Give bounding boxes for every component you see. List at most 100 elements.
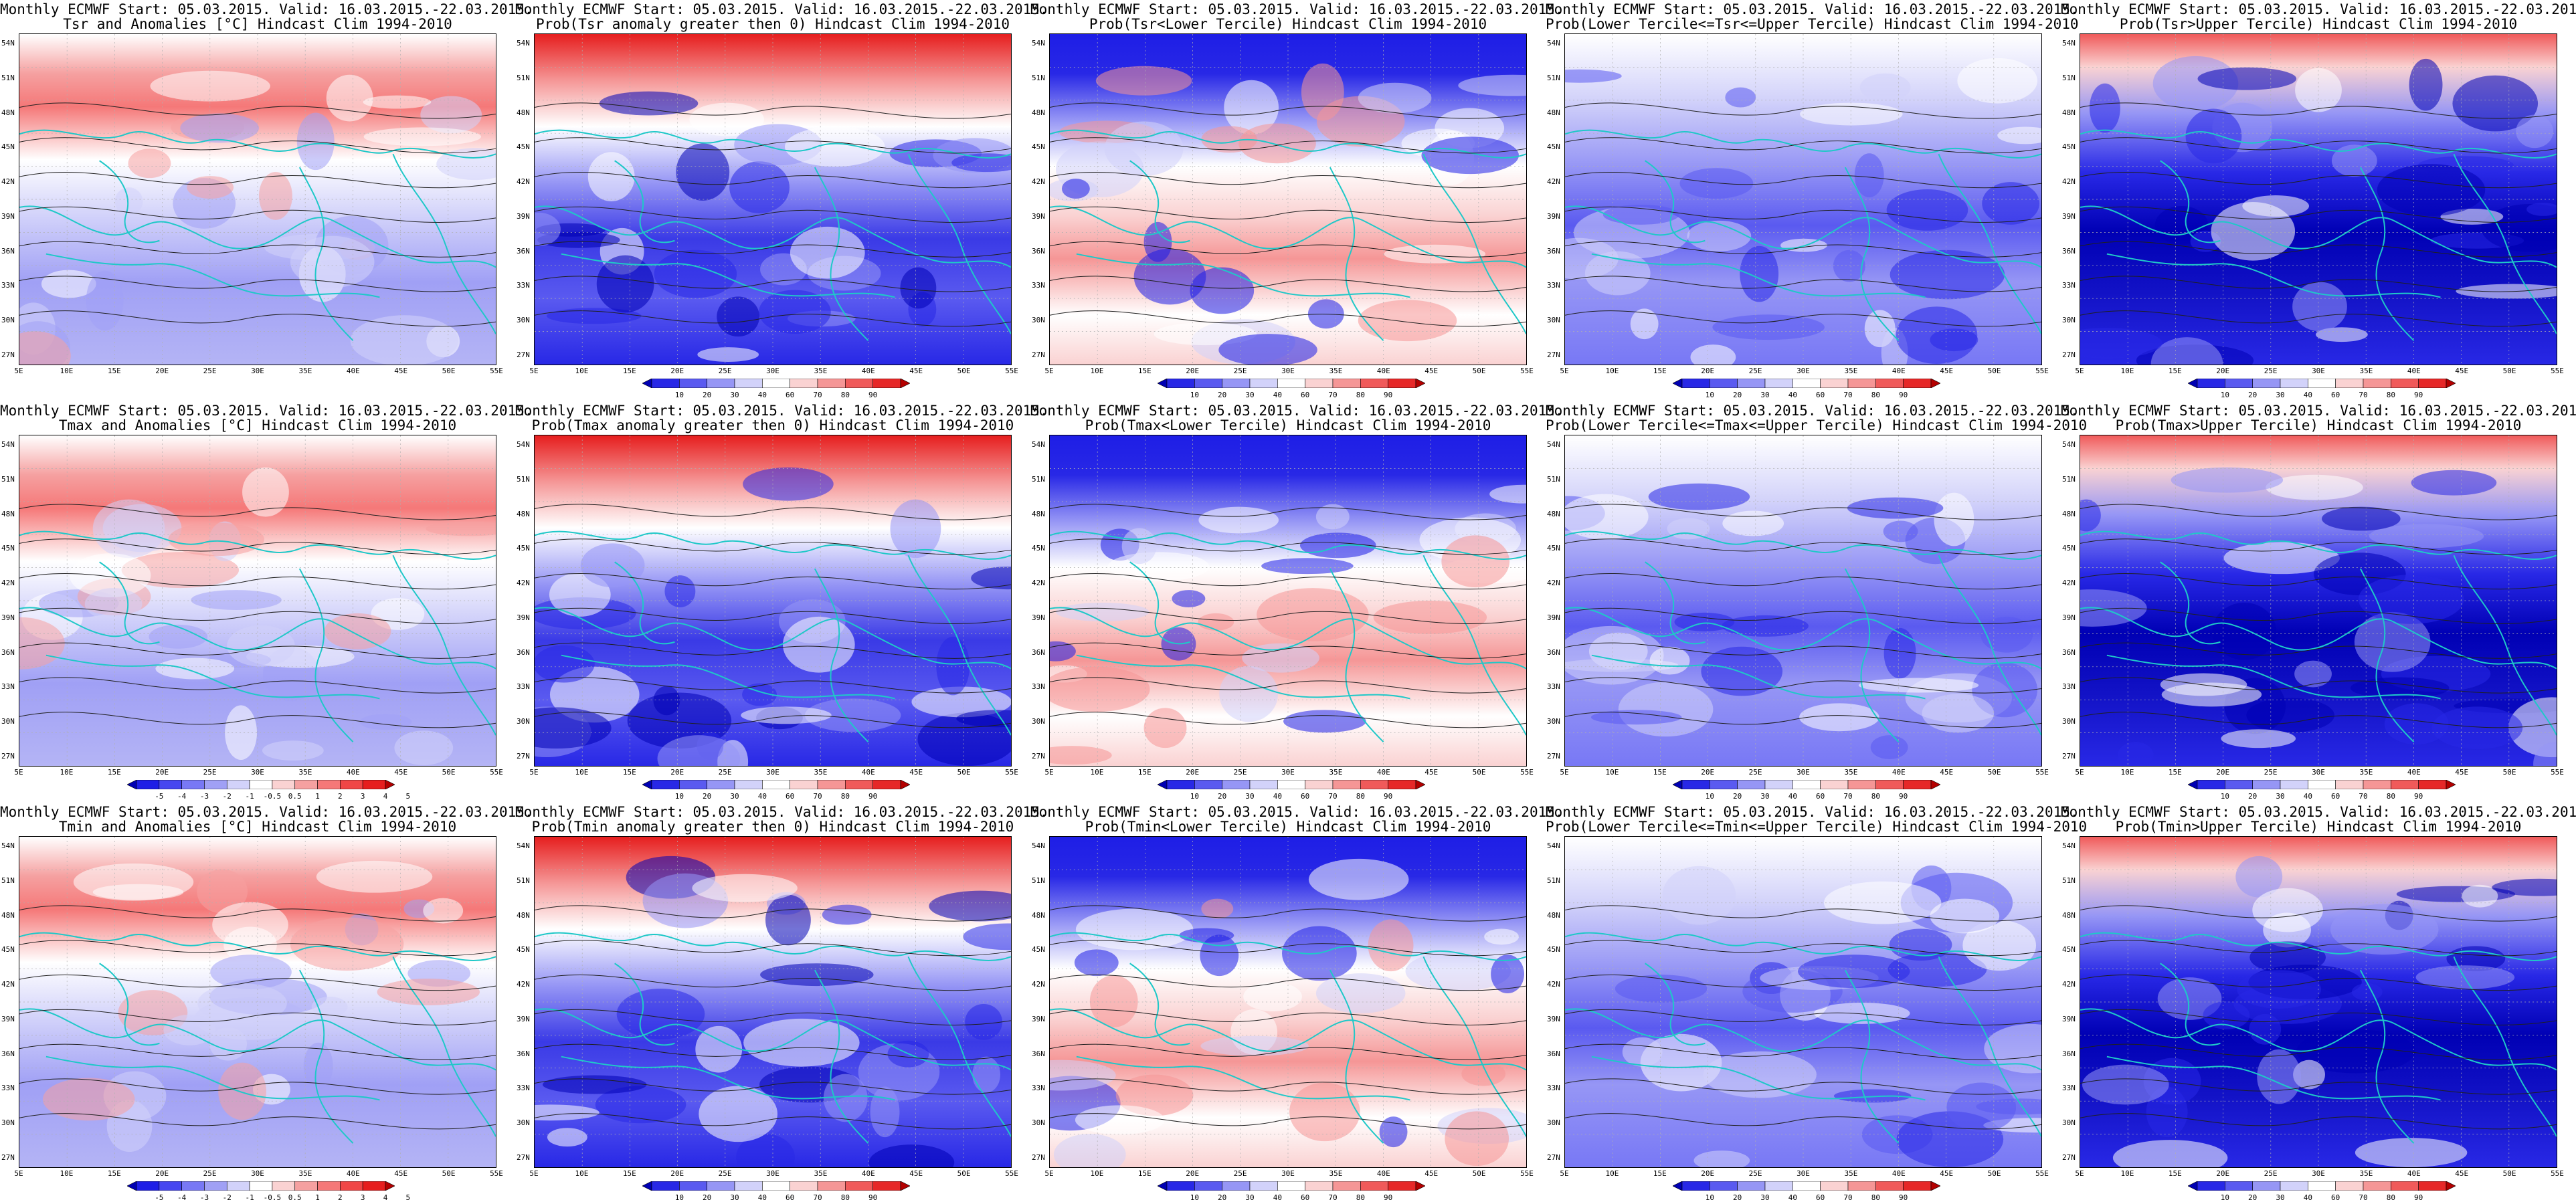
longitude-label: 50E [2502, 367, 2516, 375]
longitude-label: 5E [529, 1169, 539, 1178]
colorbar-label: -4 [177, 792, 187, 801]
colorbar-swatch [1764, 780, 1793, 789]
colorbar-swatch [762, 1181, 790, 1191]
temperature-contour [19, 102, 496, 119]
longitude-label: 15E [107, 768, 121, 777]
colorbar-swatch [642, 379, 652, 388]
longitude-label: 45E [394, 367, 408, 375]
colorbar-label: 5 [405, 1193, 411, 1202]
latitude-label: 42N [1032, 579, 1045, 588]
longitude-label: 35E [1844, 1169, 1858, 1178]
field-patch [1618, 682, 1714, 737]
field-patch [2409, 58, 2443, 111]
forecast-map [19, 837, 496, 1167]
latitude-label: 51N [1032, 876, 1045, 885]
coastline [2080, 607, 2557, 670]
panel-title-line1: Monthly ECMWF Start: 05.03.2015. Valid: … [515, 403, 1048, 419]
colorbar-swatch [2446, 1181, 2456, 1191]
field-patch [1722, 510, 1784, 536]
colorbar-label: 10 [2220, 1193, 2229, 1202]
colorbar-label: 60 [1301, 792, 1310, 801]
coastline [1422, 153, 1526, 334]
latitude-label: 54N [1, 39, 15, 47]
field-patch [92, 499, 165, 559]
temperature-contour [1050, 677, 1526, 694]
coastline [1129, 160, 1190, 243]
latitude-label: 51N [1547, 876, 1560, 885]
colorbar-label: 4 [383, 792, 388, 801]
field-patch [1722, 615, 1809, 637]
latitude-label: 42N [1547, 177, 1560, 187]
longitude-label: 20E [670, 768, 684, 777]
temperature-contour [1565, 1043, 2041, 1060]
field-patch [121, 552, 240, 589]
longitude-label: 15E [1653, 768, 1667, 777]
coastline [2080, 1008, 2557, 1071]
colorbar-label: 40 [757, 391, 767, 399]
field-patch [1172, 590, 1206, 607]
temperature-contour [1050, 102, 1526, 119]
coastline [1329, 568, 1384, 742]
forecast-panel: Monthly ECMWF Start: 05.03.2015. Valid: … [2061, 401, 2576, 803]
longitude-label: 40E [346, 768, 360, 777]
colorbar [2188, 379, 2456, 388]
longitude-label: 35E [814, 768, 828, 777]
longitude-label: 30E [2312, 768, 2325, 777]
field-patch [1798, 955, 1910, 989]
field-patch [1289, 1082, 1360, 1142]
latitude-label: 33N [2062, 682, 2076, 692]
coastline [1050, 607, 1526, 670]
forecast-panel: Monthly ECMWF Start: 05.03.2015. Valid: … [2061, 0, 2576, 401]
field-patch [2152, 56, 2239, 111]
latitude-label: 48N [517, 910, 530, 920]
field-patch [1143, 708, 1187, 748]
field-patch [1075, 908, 1194, 950]
colorbar-swatch [362, 1181, 386, 1191]
coastline [1591, 253, 1926, 298]
coastline [1565, 205, 2041, 268]
colorbar-label: 70 [1843, 792, 1853, 801]
colorbar-label: 80 [1356, 792, 1365, 801]
longitude-label: 15E [2168, 1169, 2182, 1178]
colorbar-swatch [2391, 379, 2419, 388]
colorbar-swatch [2225, 780, 2253, 789]
colorbar-swatch [2252, 780, 2281, 789]
colorbar-swatch [1360, 379, 1388, 388]
colorbar-swatch [249, 780, 273, 789]
temperature-contour [1050, 573, 1526, 590]
temperature-contour [19, 1043, 496, 1060]
colorbar-swatch [226, 1181, 250, 1191]
colorbar-swatch [1847, 780, 1876, 789]
latitude-label: 45N [1032, 945, 1045, 955]
coastline [2359, 167, 2415, 341]
panel-title-line1: Monthly ECMWF Start: 05.03.2015. Valid: … [515, 1, 1048, 17]
colorbar-label: 30 [1245, 1193, 1255, 1202]
coastline [2453, 956, 2557, 1137]
colorbar-label: 10 [674, 792, 684, 801]
latitude-label: 45N [2062, 544, 2076, 553]
colorbar-swatch [1710, 379, 1738, 388]
latitude-label: 27N [1032, 1153, 1045, 1162]
colorbar-label: 30 [1245, 792, 1255, 801]
longitude-label: 20E [670, 367, 684, 375]
longitude-label: 45E [1424, 768, 1439, 777]
latitude-label: 30N [1547, 1118, 1560, 1128]
colorbar-graphic [642, 379, 910, 388]
coastline [1645, 160, 1706, 243]
panel-title-line1: Monthly ECMWF Start: 05.03.2015. Valid: … [1546, 804, 2079, 820]
colorbar-label: 60 [2331, 792, 2340, 801]
colorbar-swatch [1166, 379, 1195, 388]
colorbar-label: 2 [338, 1193, 343, 1202]
colorbar-swatch [1930, 379, 1940, 388]
colorbar-label: 10 [1190, 1193, 1199, 1202]
longitude-label: 55E [2551, 1169, 2564, 1178]
longitude-label: 5E [14, 367, 23, 375]
colorbar-swatch [204, 780, 227, 789]
latitude-label: 30N [517, 1118, 530, 1128]
field-patch [743, 467, 834, 501]
colorbar-label: 30 [2276, 391, 2285, 399]
temperature-contour [2080, 504, 2557, 520]
colorbar-label: 60 [1816, 1193, 1825, 1202]
colorbar-label: 60 [1301, 1193, 1310, 1202]
latitude-label: 42N [2062, 177, 2076, 187]
